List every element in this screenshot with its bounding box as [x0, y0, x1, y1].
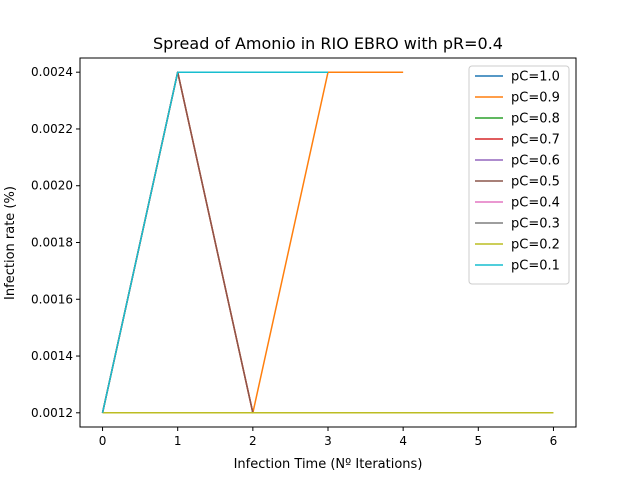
x-tick-label: 1	[174, 434, 182, 448]
x-axis-label: Infection Time (Nº Iterations)	[234, 457, 423, 472]
legend-box	[468, 65, 570, 285]
chart-title: Spread of Amonio in RIO EBRO with pR=0.4	[153, 34, 503, 53]
legend-label: pC=0.6	[511, 154, 560, 169]
x-axis-ticks: 0 1 2 3 4 5 6	[99, 427, 558, 448]
y-tick-label: 0.0018	[31, 236, 73, 250]
y-tick-label: 0.0024	[31, 65, 73, 79]
x-tick-label: 6	[550, 434, 558, 448]
legend-label: pC=0.3	[511, 217, 560, 232]
y-axis-label: Infection rate (%)	[3, 186, 18, 300]
legend: pC=1.0 pC=0.9 pC=0.8 pC=0.7 pC=0.6 pC=0.5 pC=0…	[468, 65, 570, 285]
y-tick-label: 0.0012	[31, 406, 73, 420]
plot-lines	[101, 71, 554, 414]
y-tick-label: 0.0016	[31, 292, 73, 306]
x-tick-label: 2	[249, 434, 257, 448]
y-tick-label: 0.0014	[31, 349, 73, 363]
y-tick-label: 0.0020	[31, 179, 73, 193]
series-line-9	[101, 71, 328, 413]
x-tick-label: 0	[99, 434, 107, 448]
legend-label: pC=0.1	[511, 259, 560, 274]
y-axis-ticks: 0.0012 0.0014 0.0016 0.0018 0.0020 0.0022 0.00…	[31, 65, 80, 420]
legend-label: pC=0.4	[511, 196, 560, 211]
x-tick-label: 4	[399, 434, 407, 448]
x-tick-label: 5	[474, 434, 482, 448]
legend-label: pC=1.0	[511, 70, 560, 85]
legend-label: pC=0.5	[511, 175, 560, 190]
x-tick-label: 3	[324, 434, 332, 448]
legend-label: pC=0.2	[511, 238, 560, 253]
y-tick-label: 0.0022	[31, 122, 73, 136]
legend-label: pC=0.7	[511, 133, 560, 148]
legend-label: pC=0.9	[511, 91, 560, 106]
plot-frame	[79, 57, 577, 428]
legend-label: pC=0.8	[511, 112, 560, 127]
